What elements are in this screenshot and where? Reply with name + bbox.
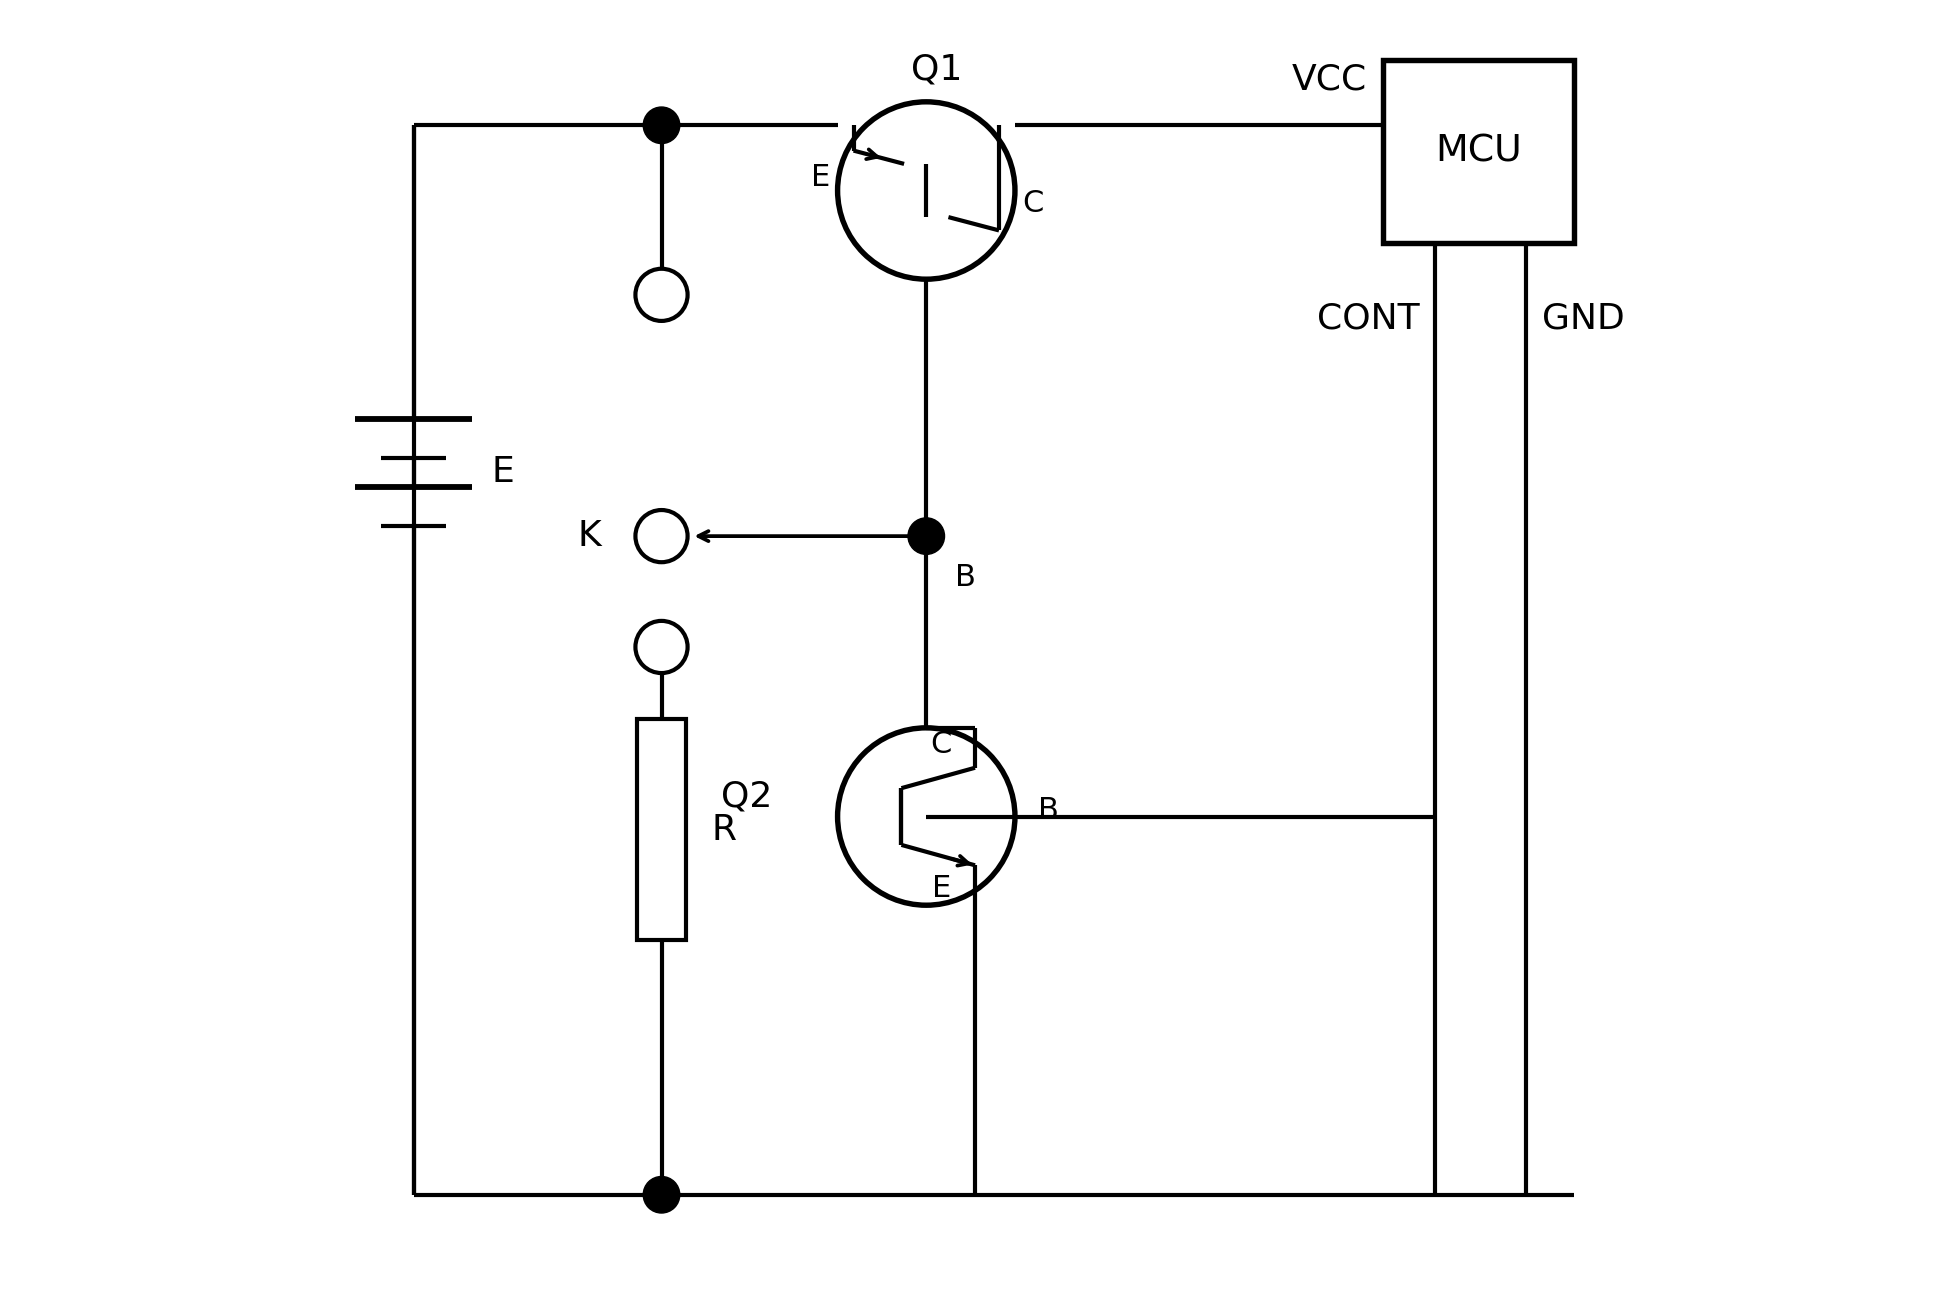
Text: B: B [954, 563, 976, 592]
Text: E: E [811, 163, 831, 192]
Circle shape [908, 518, 945, 554]
Text: MCU: MCU [1435, 133, 1522, 170]
Text: E: E [933, 874, 953, 903]
Text: K: K [579, 519, 602, 553]
Circle shape [643, 1176, 680, 1213]
Circle shape [643, 107, 680, 144]
Text: CONT: CONT [1316, 302, 1419, 336]
Bar [1382, 60, 1574, 243]
Circle shape [916, 525, 937, 546]
Text: B: B [1038, 796, 1059, 825]
Text: C: C [929, 729, 953, 759]
Text: VCC: VCC [1291, 63, 1367, 97]
Text: E: E [492, 455, 515, 489]
Text: GND: GND [1541, 302, 1624, 336]
Text: R: R [711, 813, 736, 847]
Bar [637, 719, 685, 941]
Text: C: C [1022, 190, 1044, 218]
Text: Q2: Q2 [720, 780, 772, 814]
Text: Q1: Q1 [912, 52, 962, 86]
